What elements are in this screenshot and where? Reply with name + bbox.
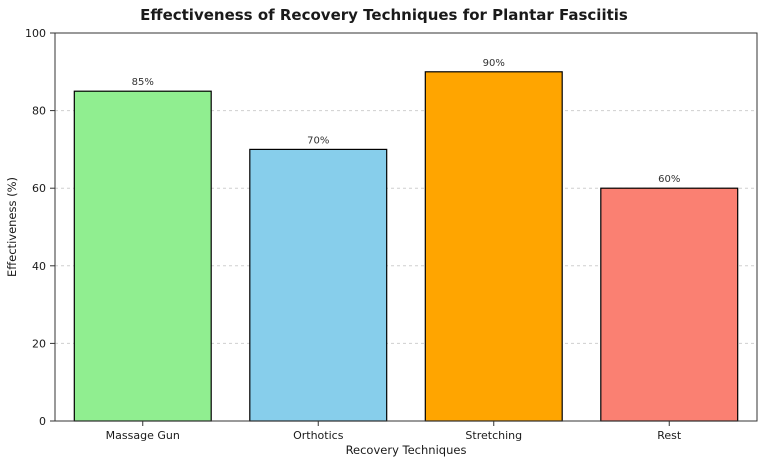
y-axis-label: Effectiveness (%) bbox=[5, 177, 19, 277]
x-tick-label: Orthotics bbox=[293, 429, 344, 442]
bar-value-label: 60% bbox=[658, 174, 680, 185]
axis-spines bbox=[54, 32, 758, 422]
bar-value-label: 70% bbox=[307, 135, 329, 146]
bar-value-label: 85% bbox=[132, 77, 154, 88]
bar-massage-gun bbox=[73, 90, 212, 422]
y-tick-label: 100 bbox=[25, 27, 46, 40]
y-tick-label: 20 bbox=[32, 337, 46, 350]
x-tick-label: Massage Gun bbox=[106, 429, 180, 442]
x-tick-label: Rest bbox=[657, 429, 682, 442]
y-tick-label: 0 bbox=[39, 415, 46, 428]
y-tick-label: 40 bbox=[32, 260, 46, 273]
y-tick-label: 60 bbox=[32, 182, 46, 195]
chart-title: Effectiveness of Recovery Techniques for… bbox=[140, 6, 628, 24]
bar-orthotics bbox=[249, 148, 388, 422]
bar-rest bbox=[600, 187, 739, 422]
bar-value-label: 90% bbox=[483, 58, 505, 69]
x-tick-label: Stretching bbox=[465, 429, 522, 442]
bar-stretching bbox=[424, 71, 563, 422]
y-tick-label: 80 bbox=[32, 105, 46, 118]
x-axis-label: Recovery Techniques bbox=[346, 443, 467, 457]
